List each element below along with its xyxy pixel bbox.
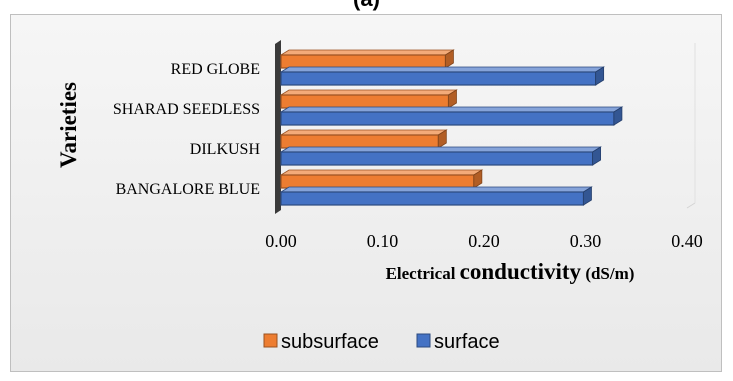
bar-side-subsurface-3: [445, 49, 454, 69]
bar-subsurface-2: [280, 94, 450, 109]
bar-top-subsurface-0: [279, 169, 484, 176]
bar-side-surface-2: [613, 106, 623, 126]
bar-top-surface-3: [279, 66, 606, 73]
x-tick-label: 0.00: [265, 231, 297, 251]
bar-top-surface-2: [279, 106, 624, 113]
category-label: SHARAD SEEDLESS: [113, 101, 260, 118]
legend-swatch-subsurface: [263, 333, 278, 348]
category-label: BANGALORE BLUE: [116, 181, 260, 198]
bar-side-surface-0: [583, 186, 592, 206]
bar-surface-2: [280, 111, 615, 126]
y-axis-wall: [275, 40, 281, 214]
x-tick-label: 0.20: [468, 231, 500, 251]
bar-top-subsurface-2: [279, 89, 458, 96]
back-wall-edge: [686, 202, 696, 209]
bar-side-surface-1: [592, 146, 602, 166]
x-axis-label: Electrical conductivity (dS/m): [386, 259, 635, 284]
y-axis-label: Varieties: [56, 82, 81, 168]
category-label: RED GLOBE: [171, 61, 260, 78]
bar-top-subsurface-3: [279, 49, 455, 56]
x-tick-label: 0.10: [367, 231, 399, 251]
bar-side-subsurface-0: [473, 169, 483, 189]
bar-top-surface-1: [279, 146, 602, 153]
x-axis-label-part: conductivity: [460, 259, 582, 284]
bar-side-subsurface-1: [437, 129, 447, 149]
bar-subsurface-0: [280, 174, 475, 189]
bar-surface-1: [280, 151, 594, 166]
bar-side-subsurface-2: [448, 89, 457, 109]
legend-label-subsurface: subsurface: [281, 331, 379, 353]
x-tick-label: 0.40: [671, 231, 703, 251]
bar-top-subsurface-1: [279, 129, 448, 136]
legend-swatch-surface: [416, 333, 431, 348]
bar-subsurface-1: [280, 134, 439, 149]
category-label: DILKUSH: [190, 141, 261, 158]
bar-top-surface-0: [279, 186, 593, 193]
bar-subsurface-3: [280, 54, 447, 69]
bar-surface-3: [280, 71, 597, 86]
x-axis-label-part: (dS/m): [581, 264, 634, 283]
x-axis-label-part: Electrical: [386, 264, 460, 283]
bar-surface-0: [280, 191, 585, 206]
x-tick-label: 0.30: [570, 231, 602, 251]
bar-side-surface-3: [595, 66, 605, 86]
legend-label-surface: surface: [434, 331, 500, 353]
chart-title: (a): [0, 0, 733, 12]
